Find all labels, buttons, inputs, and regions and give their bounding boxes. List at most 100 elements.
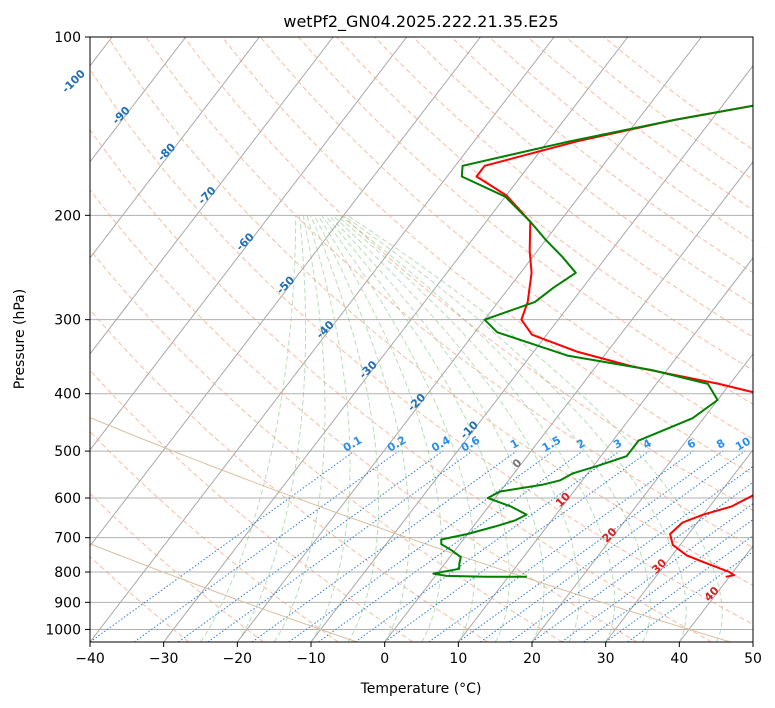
isotherm-label: 0 <box>510 456 525 471</box>
y-axis-title: Pressure (hPa) <box>12 289 28 389</box>
dry-adiabat <box>450 37 753 274</box>
mixing-ratio-line <box>531 481 753 642</box>
isotherm-line <box>90 37 187 163</box>
mixing-ratio-line <box>318 450 583 642</box>
x-tick-label: 10 <box>449 651 467 667</box>
mixing-ratio-line <box>384 450 650 642</box>
isotherm-label: -60 <box>233 230 256 253</box>
reference-curve <box>90 417 731 642</box>
moist-adiabat <box>335 214 616 642</box>
mixing-ratio-line <box>288 450 554 642</box>
y-tick-label: 600 <box>54 491 81 507</box>
mixing-ratio-line <box>178 450 443 642</box>
isotherm-label: -80 <box>155 140 178 163</box>
dry-adiabat <box>90 68 753 625</box>
mixing-ratio-line <box>458 450 723 642</box>
mixing-ratio-line <box>561 503 753 642</box>
moist-adiabat <box>310 215 380 642</box>
x-axis-ticks: −40 −30 −20 −10 0 10 20 30 40 50 <box>75 642 762 667</box>
isotherm-label: -70 <box>195 184 218 207</box>
dry-adiabat <box>260 37 753 440</box>
x-tick-label: −10 <box>296 651 326 667</box>
dewpoint-line <box>432 104 753 578</box>
y-tick-label: 500 <box>54 444 81 460</box>
reference-curve <box>90 543 357 642</box>
y-tick-label: 1000 <box>45 622 81 638</box>
isotherm-label: -30 <box>357 358 380 381</box>
isotherm-line <box>384 161 753 642</box>
x-tick-label: 50 <box>744 651 762 667</box>
y-tick-label: 300 <box>54 313 81 329</box>
y-tick-label: 900 <box>54 595 81 611</box>
mixing-ratio-label: 2 <box>574 437 587 452</box>
moist-adiabat <box>332 214 580 642</box>
dry-adiabat <box>90 248 563 642</box>
isotherm-label: -90 <box>110 104 133 127</box>
isotherm-line <box>457 257 753 642</box>
mixing-ratio-line <box>605 534 753 642</box>
profile-series <box>432 104 753 578</box>
x-tick-label: −20 <box>223 651 253 667</box>
moist-adiabat <box>273 215 326 642</box>
dry-adiabat <box>374 37 753 338</box>
mixing-ratio-label: 6 <box>685 436 698 451</box>
isotherm-line <box>163 37 629 642</box>
isotherm-line <box>90 37 555 642</box>
y-tick-label: 100 <box>54 30 81 46</box>
mixing-ratio-line <box>583 518 753 642</box>
mixing-ratio-label: 8 <box>714 437 727 452</box>
isotherm-line <box>605 449 753 642</box>
moist-adiabat <box>343 214 687 642</box>
dry-adiabat <box>145 37 753 549</box>
isotherm-line <box>90 37 334 355</box>
x-axis-title: Temperature (°C) <box>360 681 482 697</box>
dry-adiabat <box>90 309 488 642</box>
dry-adiabat <box>90 369 414 642</box>
isotherm-label: -100 <box>59 67 88 96</box>
mixing-ratio-line <box>480 450 745 642</box>
background-lines <box>90 37 753 642</box>
y-tick-label: 400 <box>54 387 81 403</box>
isotherm-line <box>531 353 753 642</box>
moist-adiabat <box>313 215 410 642</box>
dry-adiabat <box>527 37 753 211</box>
isotherm-line <box>90 37 260 259</box>
mixing-ratio-line <box>627 550 753 642</box>
y-tick-label: 200 <box>54 208 81 224</box>
y-tick-label: 700 <box>54 531 81 547</box>
moist-adiabat <box>328 214 545 642</box>
x-tick-label: 40 <box>670 651 688 667</box>
mixing-ratio-line <box>428 450 694 642</box>
dry-adiabat <box>298 37 753 405</box>
isotherm-label: 10 <box>553 490 573 510</box>
x-tick-label: 0 <box>380 651 389 667</box>
moist-adiabat <box>321 215 476 642</box>
moist-adiabat <box>339 214 651 642</box>
dry-adiabat <box>90 188 638 642</box>
x-tick-label: −30 <box>149 651 179 667</box>
isotherm-line <box>90 37 408 451</box>
dry-adiabat <box>90 492 264 642</box>
mixing-ratio-line <box>509 465 753 642</box>
dry-adiabat <box>107 37 753 586</box>
mixing-ratio-line <box>354 450 620 642</box>
dry-adiabat <box>412 37 753 306</box>
dry-adiabat <box>90 555 190 642</box>
isotherm-label: -20 <box>405 391 428 414</box>
moist-adiabat <box>200 215 297 642</box>
mixing-ratio-label: 3 <box>611 437 624 452</box>
y-axis-ticks: 100 200 300 400 500 600 700 800 900 1000 <box>45 30 90 638</box>
moist-adiabat <box>317 215 443 642</box>
mixing-ratio-line <box>251 450 517 642</box>
isotherm-label: 30 <box>649 556 669 576</box>
mixing-ratio-line <box>207 450 473 642</box>
moist-adiabat <box>236 215 307 642</box>
moist-adiabat <box>306 215 351 642</box>
dry-adiabat <box>90 128 712 642</box>
dry-adiabat <box>183 37 753 512</box>
isotherm-line <box>678 545 753 642</box>
mixing-ratio-line <box>90 450 355 642</box>
plot-frame <box>89 36 754 643</box>
isotherm-line <box>90 37 481 547</box>
